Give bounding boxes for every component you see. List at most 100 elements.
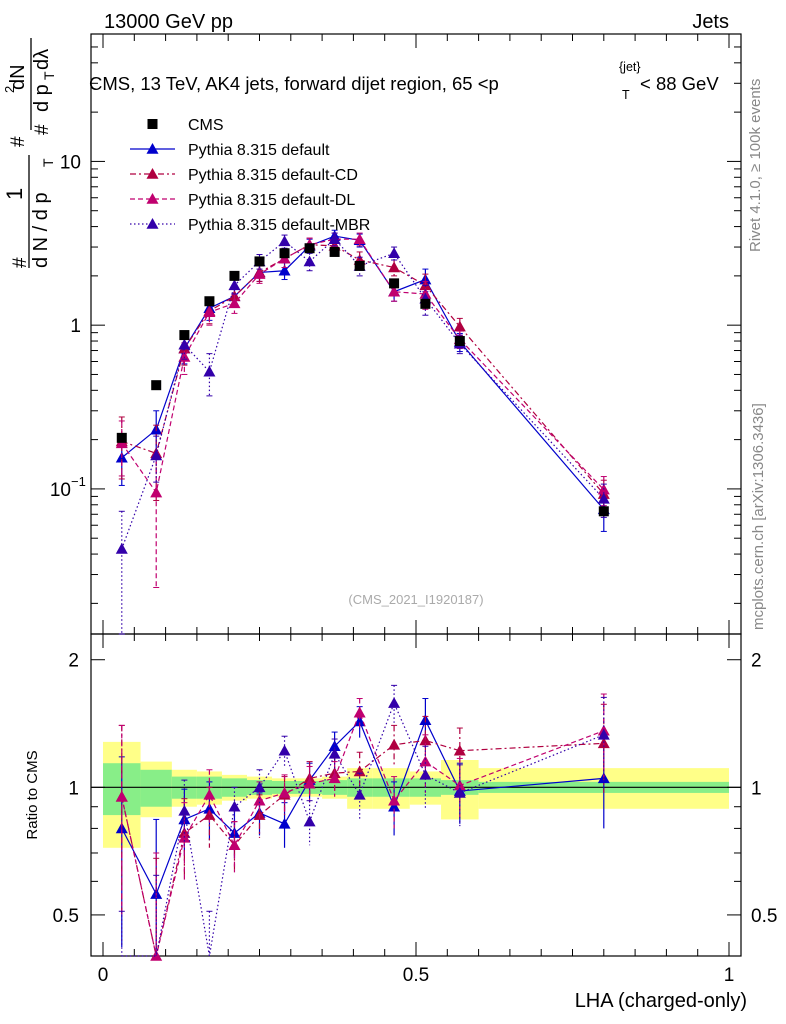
ratio-point <box>278 817 291 829</box>
ratio-point <box>253 794 266 806</box>
ylabel-hash-1: # <box>10 257 31 268</box>
data-point <box>278 235 291 247</box>
ylabel-second-den-tail: dλ <box>31 49 53 70</box>
header-left: 13000 GeV pp <box>104 11 233 33</box>
data-point <box>228 297 241 309</box>
x-tick-label: 0 <box>98 965 109 986</box>
title-sub: T <box>622 88 630 102</box>
cms-point <box>151 380 162 391</box>
data-point <box>597 492 610 504</box>
ylabel-hash-2: # <box>8 136 29 147</box>
series-ratio <box>115 684 610 961</box>
ratio-point <box>115 790 128 802</box>
cms-point <box>229 270 240 281</box>
x-axis-label: LHA (charged-only) <box>575 990 747 1012</box>
data-point <box>388 285 401 297</box>
data-point <box>388 261 401 273</box>
series-line <box>121 244 605 495</box>
y-tick-label-ratio: 2 <box>68 651 79 672</box>
y-tick-label-ratio: 1 <box>68 778 79 799</box>
rivet-label: Rivet 4.1.0, ≥ 100k events <box>747 79 764 252</box>
ylabel-second-den-sub: T <box>41 71 57 80</box>
ratio-point <box>353 715 366 727</box>
cms-point <box>254 256 265 267</box>
ratio-point <box>328 747 341 759</box>
legend-label: Pythia 8.315 default-MBR <box>188 217 370 234</box>
legend: CMS Pythia 8.315 default Pythia 8.315 defa… <box>130 117 370 234</box>
y-axis-label-ratio: Ratio to CMS <box>24 750 41 839</box>
cms-point <box>304 243 315 254</box>
ratio-point <box>453 786 466 798</box>
series-line <box>121 238 605 550</box>
ratio-line <box>121 711 605 957</box>
series-2 <box>115 232 610 588</box>
cms-point <box>204 296 215 307</box>
y-tick-label-exp: −1 <box>71 474 86 489</box>
band-stat <box>140 769 172 807</box>
y-tick-label-ratio-right: 0.5 <box>751 906 777 927</box>
ratio-point <box>328 772 341 784</box>
header-right: Jets <box>692 11 729 33</box>
ratio-series-3 <box>118 684 610 957</box>
ratio-point <box>303 815 316 827</box>
ratio-point <box>278 744 291 756</box>
ratio-point <box>303 777 316 789</box>
ratio-point <box>203 802 216 814</box>
ratio-point <box>228 839 241 851</box>
ratio-point <box>388 697 401 708</box>
ratio-point <box>419 768 432 780</box>
data-point <box>150 449 163 461</box>
ratio-point <box>278 786 291 798</box>
data-point <box>228 279 241 291</box>
ratio-line <box>121 701 605 957</box>
ratio-point <box>353 706 366 718</box>
ratio-point <box>203 788 216 800</box>
ratio-bands <box>103 741 729 848</box>
ratio-point <box>328 740 341 752</box>
title-main: CMS, 13 TeV, AK4 jets, forward dijet reg… <box>89 73 499 94</box>
data-point <box>178 338 191 350</box>
cms-point <box>420 298 431 309</box>
ratio-line <box>121 739 604 957</box>
ratio-point <box>388 800 401 812</box>
ratio-point <box>597 728 610 740</box>
x-tick-label: 1 <box>724 965 735 986</box>
legend-marker <box>146 168 159 179</box>
ratio-series-2 <box>115 693 610 961</box>
y-tick-label-ratio: 0.5 <box>53 906 79 927</box>
ylabel-frac-num: 1 <box>2 188 27 200</box>
data-point <box>253 268 266 279</box>
legend-marker <box>146 193 159 204</box>
ylabel-second-num: dN <box>7 64 29 90</box>
data-point <box>115 542 128 554</box>
cms-point <box>179 330 190 341</box>
data-point <box>150 486 163 498</box>
cms-data <box>116 243 609 517</box>
legend-marker <box>146 218 159 229</box>
data-point <box>328 233 341 244</box>
y-tick-label-ratio-right: 1 <box>751 778 762 799</box>
cms-point <box>329 246 340 257</box>
legend-label: Pythia 8.315 default-CD <box>188 167 358 184</box>
legend-label: Pythia 8.315 default <box>188 142 330 159</box>
ratio-point <box>353 788 366 800</box>
cms-point <box>389 278 400 289</box>
mcplots-label: mcplots.cern.ch [arXiv:1306.3436] <box>750 403 767 630</box>
data-point <box>278 264 291 276</box>
title-part-4: < 88 GeV <box>640 73 719 94</box>
data-point <box>203 365 216 377</box>
ratio-point <box>228 800 241 812</box>
x-tick-label: 0.5 <box>403 965 429 986</box>
y-axis-label-main: # 1 d N / d p T # dN 2 # d p T dλ <box>2 38 57 268</box>
cms-point <box>279 248 290 259</box>
ylabel-frac-den-sub: T <box>40 158 56 167</box>
data-point <box>203 306 216 317</box>
series-line <box>121 238 605 495</box>
ratio-series-1 <box>115 703 610 957</box>
data-point <box>353 233 366 244</box>
ratio-point <box>388 738 401 750</box>
cms-point <box>598 506 609 517</box>
ylabel-second-den: d p <box>31 84 53 112</box>
